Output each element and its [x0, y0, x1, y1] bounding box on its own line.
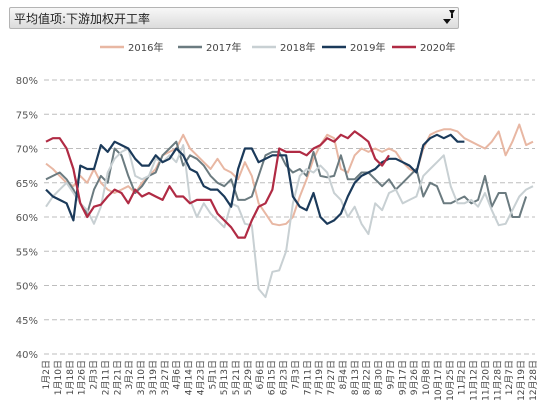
y-tick-label: 75%: [16, 110, 38, 121]
x-tick-label: 6月15日: [267, 360, 278, 395]
x-tick-label: 9月26日: [409, 360, 420, 395]
x-tick-label: 2月21日: [112, 360, 123, 395]
x-tick-label: 12月7日: [504, 360, 515, 395]
x-tick-label: 9月7日: [385, 360, 396, 389]
grid-lines: [44, 79, 535, 355]
x-tick-label: 7月3日: [290, 360, 301, 389]
x-tick-label: 5月29日: [243, 360, 254, 395]
x-tick-label: 11月20日: [480, 360, 491, 401]
x-tick-label: 5月1日: [207, 360, 218, 389]
x-tick-label: 7月27日: [326, 360, 337, 395]
legend-label: 2020年: [420, 41, 455, 54]
x-tick-label: 11月2日: [457, 360, 468, 395]
y-tick-label: 50%: [16, 282, 38, 293]
y-tick-label: 45%: [16, 316, 38, 327]
x-tick-label: 5月21日: [231, 360, 242, 395]
series-line-2017年: [45, 140, 528, 218]
y-tick-label: 60%: [16, 213, 38, 224]
legend-label: 2017年: [206, 41, 241, 54]
x-tick-label: 11月28日: [492, 360, 503, 401]
pivot-field-label: 平均值项:下游加权开工率: [14, 11, 151, 26]
x-tick-label: 10月25日: [445, 360, 456, 401]
x-tick-label: 5月13日: [219, 360, 230, 395]
x-tick-label: 8月4日: [338, 360, 349, 389]
y-tick-label: 55%: [16, 247, 38, 258]
x-tick-label: 1月2日: [41, 360, 52, 389]
x-tick-label: 10月17日: [433, 360, 444, 401]
x-tick-label: 7月19日: [314, 360, 325, 395]
series-line-2020年: [45, 130, 390, 239]
y-tick-label: 65%: [16, 179, 38, 190]
x-tick-label: 1月26日: [77, 360, 88, 395]
x-tick-label: 3月19日: [148, 360, 159, 395]
y-tick-label: 80%: [16, 76, 38, 87]
pivot-field-button[interactable]: 平均值项:下游加权开工率: [9, 7, 459, 29]
legend-label: 2018年: [280, 41, 315, 54]
y-tick-label: 70%: [16, 145, 38, 156]
x-tick-label: 2月11日: [100, 360, 111, 395]
y-axis-ticks: 40% 45% 50% 55% 60% 65% 70% 75% 80%: [16, 76, 38, 361]
x-axis-ticks: 1月2日 1月10日 1月18日 1月26日 2月3日 2月11日 2月21日 3月2日 3月1…: [41, 360, 539, 401]
x-tick-label: 4月14日: [184, 360, 195, 395]
x-tick-label: 3月2日: [124, 360, 135, 389]
x-tick-label: 3月10日: [136, 360, 147, 395]
legend-label: 2019年: [350, 41, 385, 54]
x-tick-label: 10月8日: [421, 360, 432, 395]
series-lines: [45, 123, 534, 299]
x-tick-label: 12月28日: [528, 360, 539, 401]
x-tick-label: 1月10日: [53, 360, 64, 395]
x-tick-label: 4月6日: [172, 360, 183, 389]
y-tick-label: 40%: [16, 350, 38, 361]
legend-label: 2016年: [128, 41, 163, 54]
legend: 2016年 2017年 2018年 2019年 2020年: [100, 41, 455, 54]
series-line-2019年: [45, 133, 465, 225]
x-tick-label: 7月11日: [302, 360, 313, 395]
x-tick-label: 2月3日: [89, 360, 100, 389]
x-tick-label: 8月22日: [362, 360, 373, 395]
x-tick-label: 1月18日: [65, 360, 76, 395]
x-tick-label: 11月12日: [469, 360, 480, 401]
x-tick-label: 4月23日: [195, 360, 206, 395]
x-tick-label: 6月6日: [255, 360, 266, 389]
filter-funnel-icon: [449, 10, 455, 15]
x-tick-label: 8月30日: [374, 360, 385, 395]
x-tick-label: 8月13日: [350, 360, 361, 395]
x-tick-label: 9月17日: [397, 360, 408, 395]
x-tick-label: 6月23日: [279, 360, 290, 395]
filter-dropdown-button[interactable]: [440, 10, 455, 25]
x-tick-label: 3月27日: [160, 360, 171, 395]
x-tick-label: 12月19日: [516, 360, 527, 401]
chevron-down-icon: [443, 19, 451, 24]
